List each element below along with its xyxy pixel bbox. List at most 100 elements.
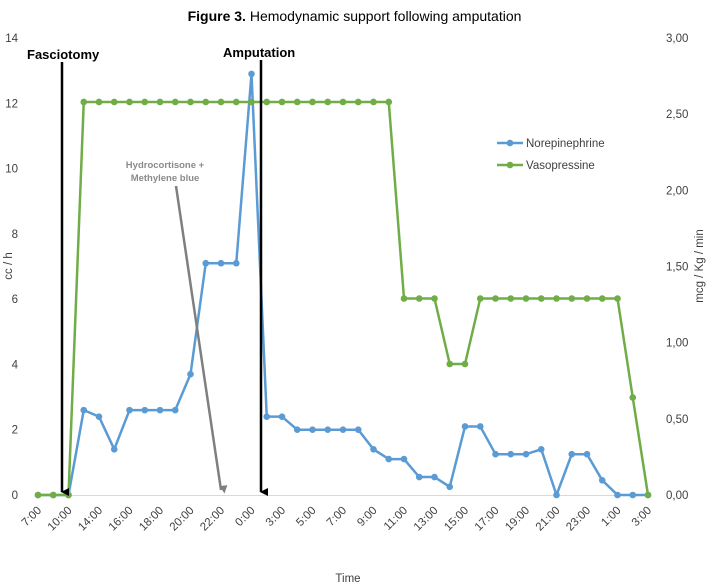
x-tick-label: 21:00 [534, 505, 563, 534]
y-right-axis-title: mcg / Kg / min [694, 229, 706, 303]
data-point-norepinephrine [248, 70, 255, 78]
y-left-tick-label: 0 [12, 490, 18, 502]
x-tick-label: 15:00 [442, 505, 471, 534]
x-tick-label: 10:00 [46, 505, 75, 534]
data-point-vasopressine [431, 295, 438, 302]
data-point-norepinephrine [553, 491, 560, 499]
data-point-norepinephrine [80, 406, 88, 414]
data-point-vasopressine [553, 295, 560, 302]
data-point-norepinephrine [156, 406, 164, 414]
data-point-norepinephrine [522, 450, 530, 458]
data-point-vasopressine [80, 98, 88, 106]
data-point-vasopressine [293, 98, 301, 106]
figure-caption: Hemodynamic support following amputation [245, 8, 522, 24]
y-right-tick-label: 2,50 [666, 109, 688, 121]
data-point-vasopressine [49, 491, 57, 499]
data-point-norepinephrine [339, 426, 347, 434]
data-point-vasopressine [522, 295, 530, 302]
data-point-norepinephrine [309, 426, 316, 434]
data-point-norepinephrine [476, 423, 484, 430]
data-point-norepinephrine [354, 426, 362, 434]
y-left-tick-label: 2 [12, 425, 18, 437]
data-point-vasopressine [461, 360, 469, 368]
y-left-tick-label: 4 [12, 359, 19, 371]
data-point-norepinephrine [431, 473, 438, 481]
data-point-norepinephrine [141, 406, 149, 414]
data-point-vasopressine [309, 98, 316, 106]
annotation-treatment-label-line1: Hydrocortisone + [126, 160, 205, 171]
y-right-tick-label: 1,50 [666, 262, 688, 274]
legend-marker-norepinephrine [506, 139, 514, 147]
data-point-norepinephrine [568, 450, 576, 458]
y-right-tick-label: 1,00 [666, 338, 688, 350]
data-point-vasopressine [217, 98, 225, 106]
y-right-tick-label: 0,00 [666, 490, 688, 502]
y-left-tick-label: 6 [12, 294, 18, 306]
x-tick-label: 9:00 [355, 505, 379, 529]
y-left-tick-label: 8 [12, 229, 18, 241]
y-left-tick-label: 12 [5, 98, 18, 110]
data-point-vasopressine [141, 98, 149, 106]
annotation-treatment-label-line2: Methylene blue [131, 173, 200, 184]
y-right-tick-label: 0,50 [666, 414, 688, 426]
data-point-vasopressine [126, 98, 133, 106]
data-point-vasopressine [385, 98, 393, 106]
data-point-norepinephrine [415, 473, 423, 481]
data-point-vasopressine [537, 295, 545, 302]
data-point-vasopressine [629, 394, 637, 401]
y-right-tick-label: 2,00 [666, 185, 688, 197]
legend-label-norepinephrine: Norepinephrine [526, 138, 605, 150]
data-point-vasopressine [476, 295, 484, 302]
data-point-vasopressine [156, 98, 164, 106]
x-tick-label: 5:00 [294, 505, 318, 529]
data-point-vasopressine [614, 295, 621, 302]
data-point-vasopressine [95, 98, 103, 106]
y-left-axis-title: cc / h [3, 252, 15, 279]
x-tick-label: 3:00 [630, 505, 654, 529]
data-point-vasopressine [492, 295, 499, 302]
data-point-vasopressine [598, 295, 606, 302]
data-point-norepinephrine [370, 446, 377, 453]
data-point-norepinephrine [583, 450, 591, 458]
data-point-vasopressine [568, 295, 576, 302]
data-point-vasopressine [415, 295, 423, 302]
data-point-norepinephrine [385, 455, 393, 463]
annotation-treatment-arrow [174, 185, 228, 494]
x-tick-label: 19:00 [503, 505, 532, 534]
data-point-vasopressine [644, 491, 652, 499]
data-point-norepinephrine [446, 483, 454, 491]
data-point-vasopressine [324, 98, 332, 106]
figure-label: Figure 3. [187, 8, 246, 24]
x-tick-label: 16:00 [107, 505, 136, 534]
x-tick-label: 7:00 [20, 505, 44, 529]
data-point-vasopressine [65, 491, 72, 499]
data-point-vasopressine [400, 295, 408, 302]
data-point-vasopressine [583, 295, 591, 302]
x-tick-label: 22:00 [198, 505, 227, 534]
x-tick-label: 18:00 [137, 505, 166, 534]
data-point-norepinephrine [232, 259, 240, 267]
data-point-norepinephrine [537, 446, 545, 453]
y-left-tick-label: 14 [5, 33, 18, 45]
data-point-vasopressine [446, 360, 454, 368]
data-point-vasopressine [202, 98, 210, 106]
data-point-norepinephrine [293, 426, 301, 434]
data-point-vasopressine [263, 98, 271, 106]
data-point-vasopressine [354, 98, 362, 106]
data-point-norepinephrine [507, 450, 515, 458]
data-point-norepinephrine [171, 406, 179, 414]
legend-marker-vasopressine [506, 161, 514, 169]
data-point-norepinephrine [614, 491, 621, 499]
data-point-norepinephrine [278, 413, 286, 420]
data-point-norepinephrine [95, 413, 103, 420]
data-point-vasopressine [232, 98, 240, 106]
x-tick-label: 3:00 [264, 505, 288, 529]
data-point-norepinephrine [126, 406, 133, 414]
chart-title: Figure 3. Hemodynamic support following … [0, 8, 709, 24]
x-axis-title: Time [335, 573, 360, 585]
x-tick-label: 14:00 [76, 505, 105, 534]
data-point-vasopressine [248, 98, 255, 106]
data-point-norepinephrine [187, 370, 194, 378]
data-point-vasopressine [110, 98, 118, 106]
